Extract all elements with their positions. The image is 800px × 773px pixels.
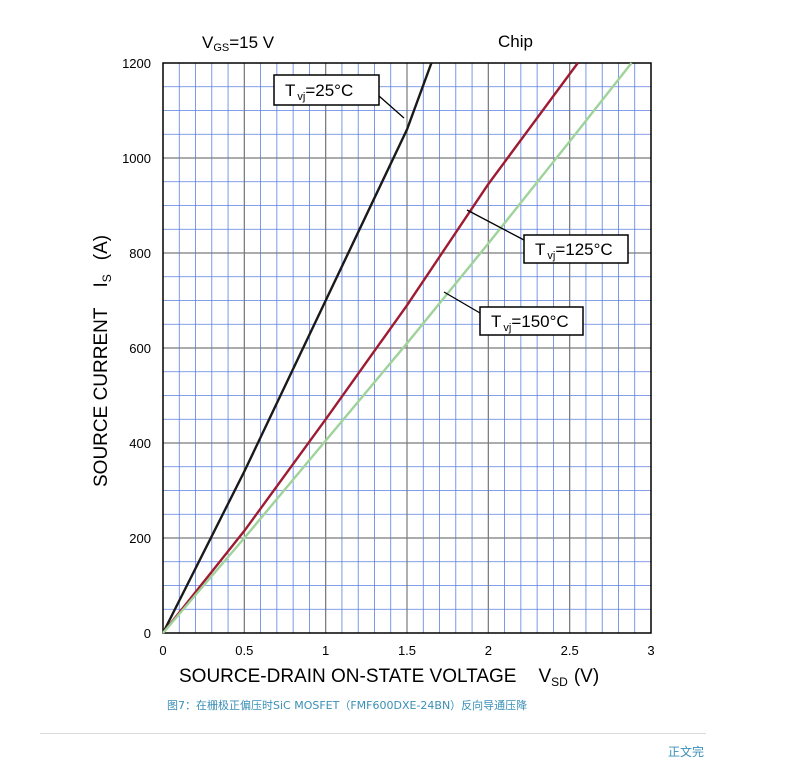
- y-axis-label: SOURCE CURRENTIS(A): [91, 235, 114, 487]
- series-line-1: [162, 62, 579, 634]
- annotation-box: [479, 306, 584, 336]
- series: [161, 62, 633, 634]
- plot-frame: [162, 62, 652, 634]
- y-tick-label: 1200: [122, 56, 151, 71]
- x-tick-label: 0.5: [235, 643, 253, 658]
- x-tick-label: 2.5: [561, 643, 579, 658]
- grid: [163, 63, 651, 633]
- y-tick-label: 0: [144, 626, 151, 641]
- annotation-leader: [378, 95, 405, 119]
- annotation-leader: [466, 209, 525, 241]
- divider: [40, 733, 706, 734]
- figure-caption: 图7：在栅极正偏压时SiC MOSFET（FMF600DXE-24BN）反向导通…: [167, 699, 528, 712]
- header-left: VGS=15 V: [202, 33, 275, 54]
- y-tick-label: 1000: [122, 151, 151, 166]
- y-tick-label: 200: [129, 531, 151, 546]
- end-of-article-text: 正文完: [667, 745, 704, 759]
- annotation-leader: [443, 291, 481, 314]
- x-tick-label: 3: [647, 643, 654, 658]
- x-tick-label: 0: [159, 643, 166, 658]
- y-tick-label: 600: [129, 341, 151, 356]
- x-tick-label: 1: [322, 643, 329, 658]
- series-line-2: [162, 62, 633, 634]
- axis-ticks: 0 0.5 1 1.5 2 2.5 3 0 200 400 600 800 1000 1200: [122, 56, 655, 658]
- annotation-box: [523, 234, 629, 264]
- y-tick-label: 400: [129, 436, 151, 451]
- x-tick-label: 2: [485, 643, 492, 658]
- x-tick-label: 1.5: [398, 643, 416, 658]
- x-axis-label: SOURCE-DRAIN ON-STATE VOLTAGE VSD (V): [179, 666, 599, 689]
- annotation-box: [273, 74, 380, 106]
- header-right: Chip: [498, 32, 533, 51]
- y-tick-label: 800: [129, 246, 151, 261]
- series-line-0: [161, 62, 433, 634]
